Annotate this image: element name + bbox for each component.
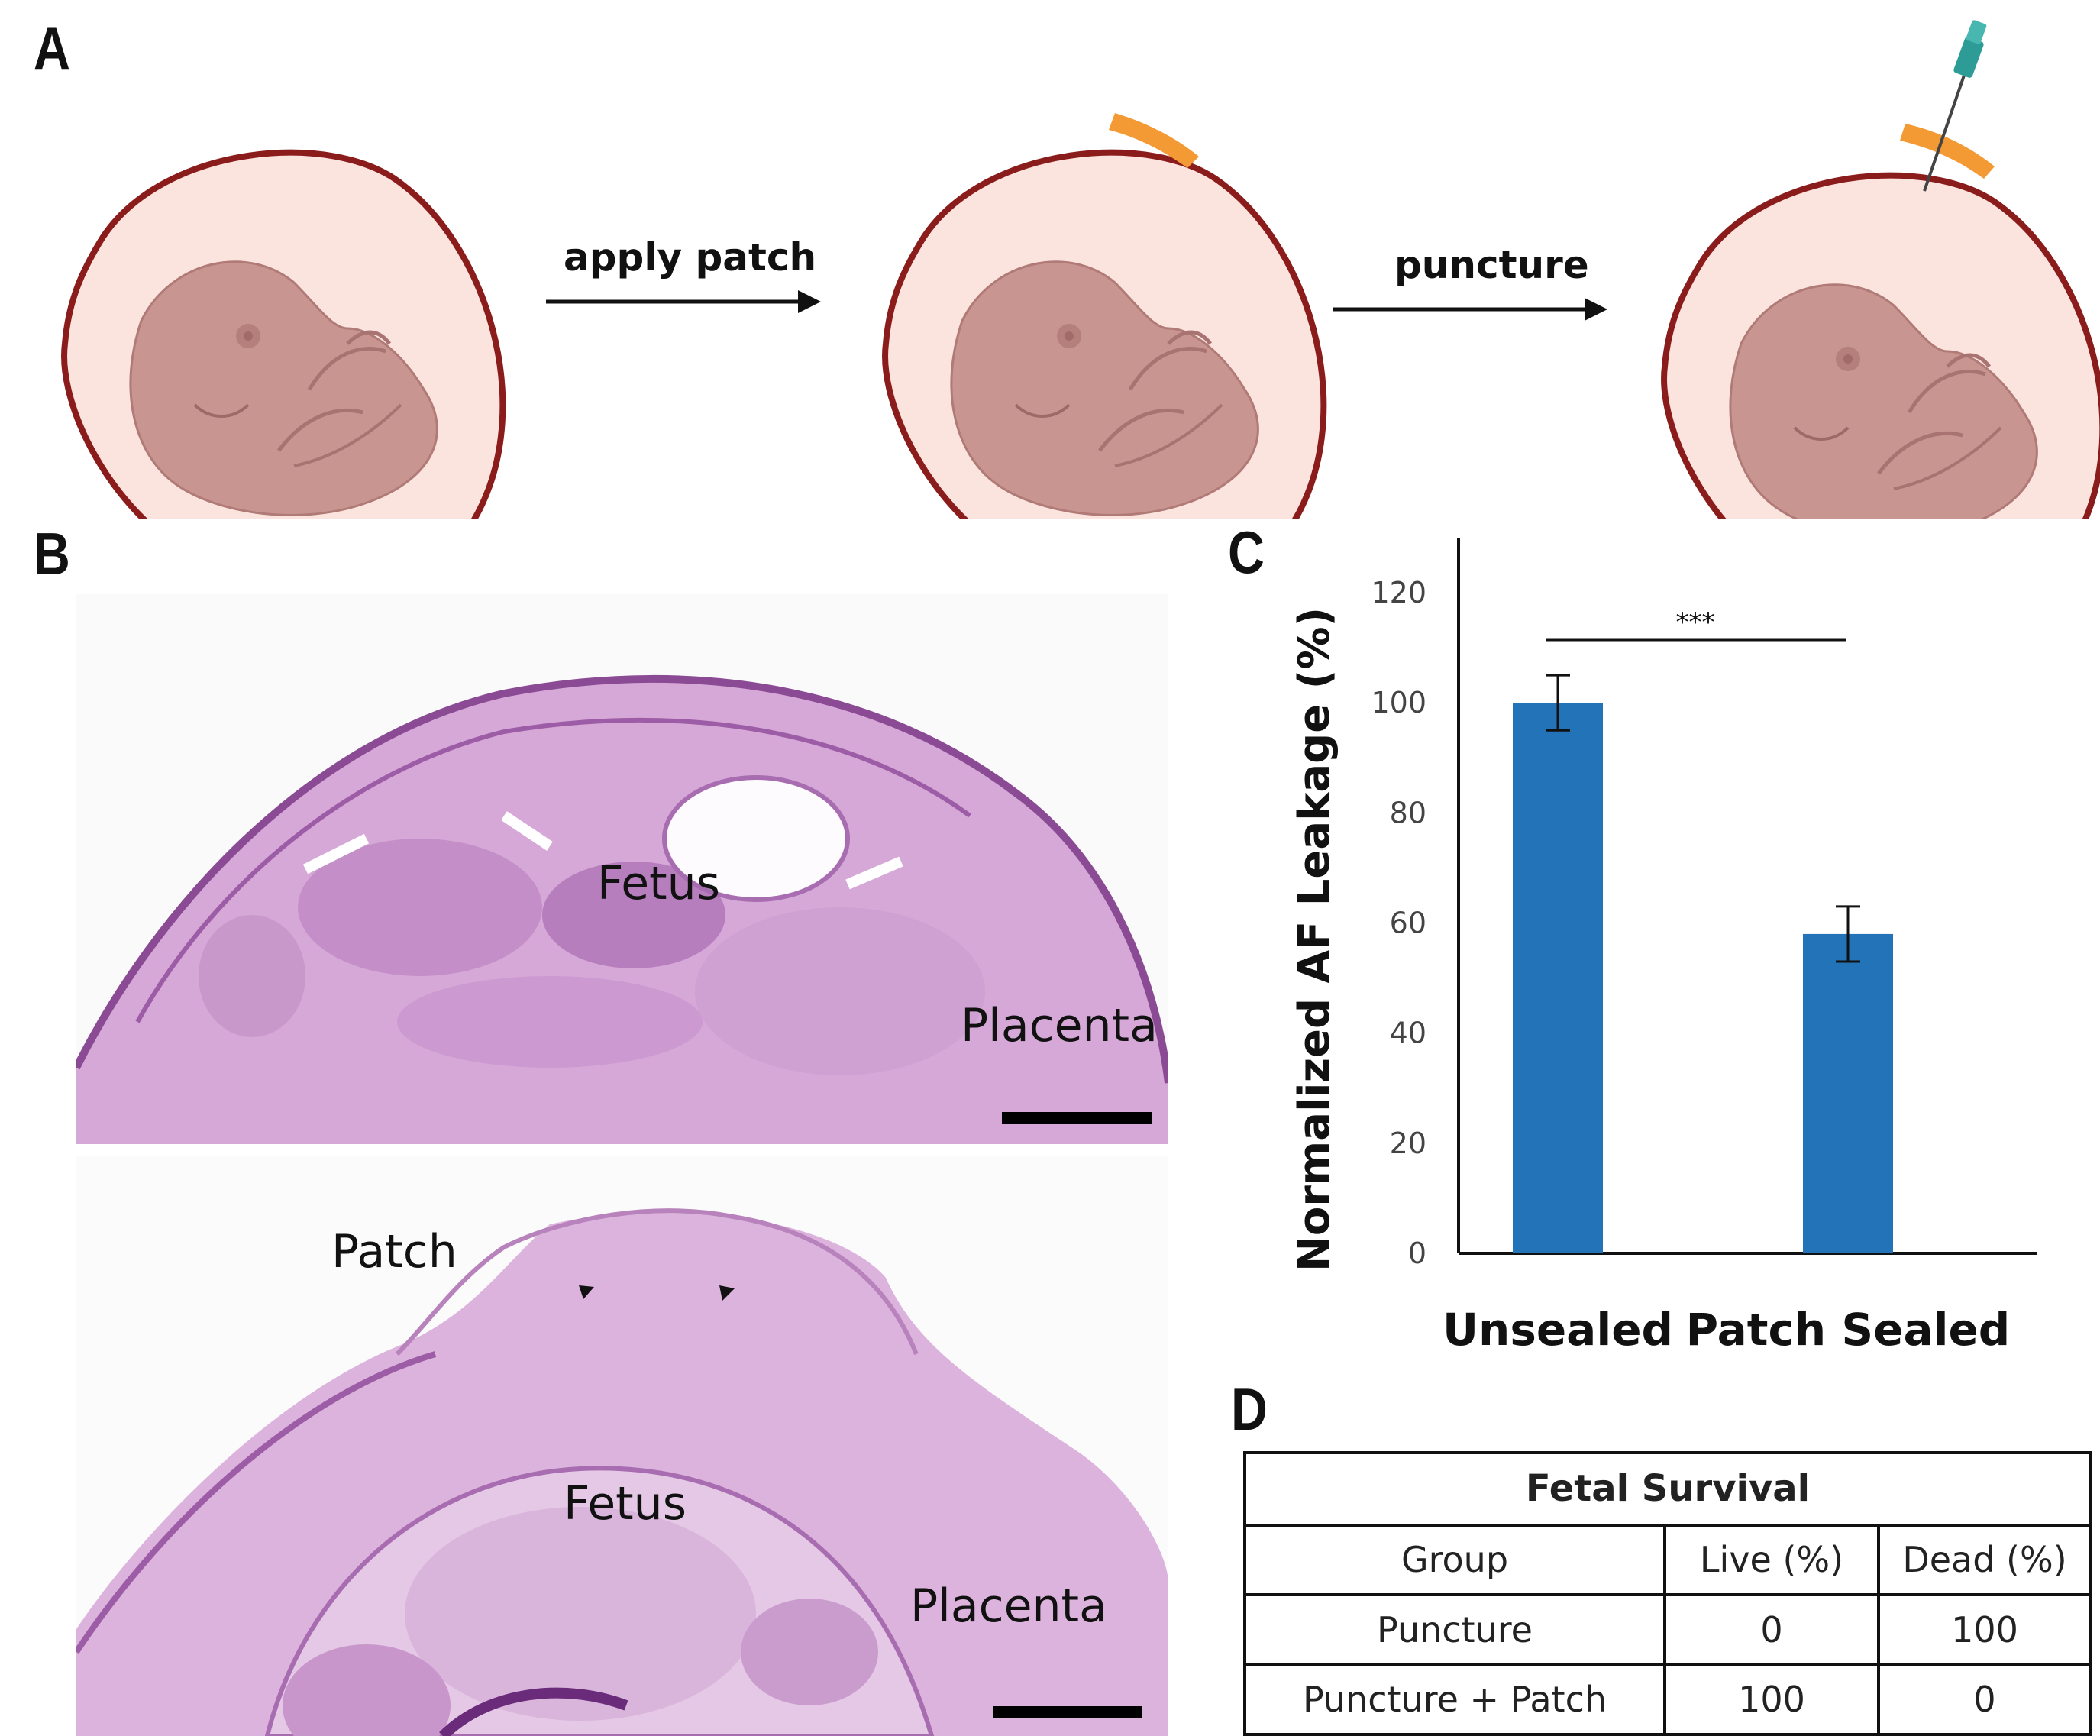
histo-top-fetus-label: Fetus bbox=[597, 857, 720, 910]
panel-label-c: C bbox=[1228, 519, 1265, 586]
y-tick-label: 80 bbox=[1390, 796, 1426, 829]
amniotic-sac-3 bbox=[1664, 176, 2100, 519]
table-row: Puncture 0 100 bbox=[1243, 1593, 2092, 1666]
step-puncture-label: puncture bbox=[1394, 243, 1589, 287]
bar bbox=[1513, 703, 1603, 1253]
histo-bottom-patch-label: Patch bbox=[331, 1225, 457, 1279]
row-group-cell: Puncture + Patch bbox=[1243, 1663, 1666, 1736]
row-group-cell: Puncture bbox=[1243, 1593, 1666, 1666]
step-apply-patch-label: apply patch bbox=[564, 235, 817, 280]
row-live-cell: 100 bbox=[1663, 1663, 1880, 1736]
patch-shape-2 bbox=[1109, 113, 1199, 168]
panel-label-a: A bbox=[34, 15, 70, 82]
table-row: Puncture + Patch 100 0 bbox=[1243, 1663, 2092, 1736]
row-live-cell: 0 bbox=[1663, 1593, 1880, 1666]
header-group: Group bbox=[1243, 1523, 1666, 1597]
scale-bar-bottom bbox=[993, 1706, 1142, 1718]
row-dead-cell: 100 bbox=[1877, 1593, 2092, 1666]
histology-top-image bbox=[76, 594, 1168, 1144]
table-title: Fetal Survival bbox=[1243, 1451, 2092, 1527]
patch-shape-3 bbox=[1900, 124, 1995, 179]
y-tick-label: 0 bbox=[1408, 1237, 1426, 1270]
histo-bottom-fetus-label: Fetus bbox=[564, 1477, 687, 1531]
header-live: Live (%) bbox=[1663, 1523, 1880, 1597]
y-axis-label: Normalized AF Leakage (%) bbox=[1290, 607, 1339, 1272]
needle-icon bbox=[1923, 20, 1987, 192]
histology-bottom-image bbox=[76, 1156, 1168, 1736]
amniotic-sac-2 bbox=[885, 153, 1323, 519]
y-tick-label: 20 bbox=[1390, 1127, 1426, 1160]
fetal-survival-table: Fetal Survival Group Live (%) Dead (%) P… bbox=[1243, 1451, 2092, 1736]
significance-marker: *** bbox=[1676, 607, 1715, 638]
histo-top-placenta-label: Placenta bbox=[961, 999, 1158, 1052]
arrow-apply-patch bbox=[546, 290, 821, 313]
y-tick-label: 100 bbox=[1371, 686, 1426, 719]
y-tick-label: 120 bbox=[1371, 576, 1426, 609]
panel-label-d: D bbox=[1231, 1376, 1268, 1443]
y-tick-label: 60 bbox=[1390, 907, 1426, 940]
schematic-diagram bbox=[0, 20, 2100, 519]
panel-label-b: B bbox=[34, 520, 70, 587]
header-dead: Dead (%) bbox=[1877, 1523, 2092, 1597]
histo-bottom-placenta-label: Placenta bbox=[910, 1579, 1107, 1633]
table-header-row: Group Live (%) Dead (%) bbox=[1243, 1523, 2092, 1597]
arrow-puncture bbox=[1333, 298, 1607, 321]
bar-chart: Normalized AF Leakage (%) 0 20 40 60 80 100 12… bbox=[1290, 538, 2037, 1356]
row-dead-cell: 0 bbox=[1877, 1663, 2092, 1736]
x-category-label: Unsealed bbox=[1443, 1304, 1673, 1356]
amniotic-sac-1 bbox=[64, 153, 502, 519]
x-category-label: Patch Sealed bbox=[1686, 1304, 2011, 1356]
y-tick-label: 40 bbox=[1390, 1017, 1426, 1050]
bar bbox=[1803, 933, 1893, 1253]
scale-bar-top bbox=[1002, 1112, 1152, 1124]
